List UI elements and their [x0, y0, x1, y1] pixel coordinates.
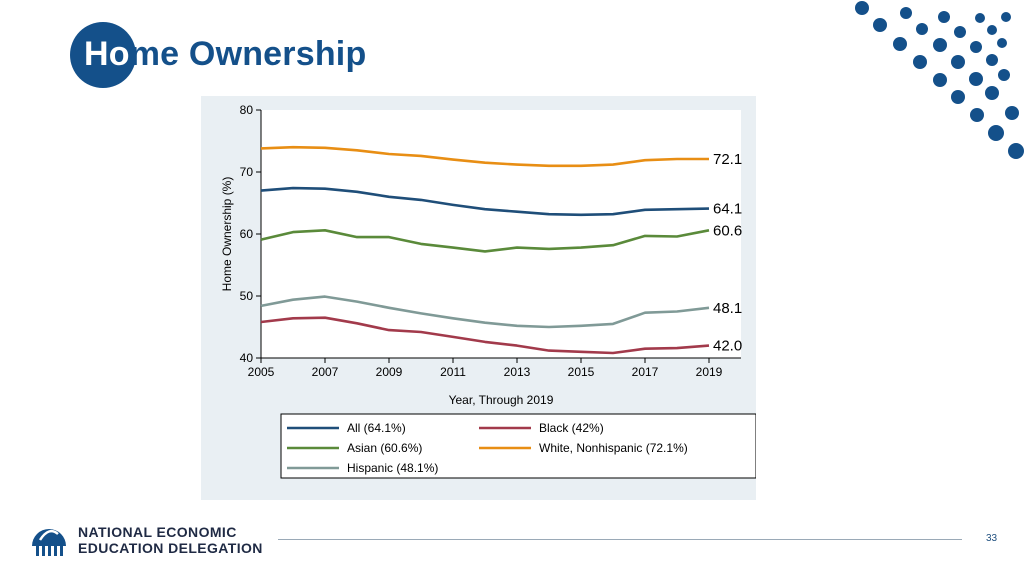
- y-tick-label: 50: [240, 289, 254, 303]
- legend: All (64.1%) Black (42%) Asian (60.6%) White…: [280, 413, 756, 479]
- decorative-dot: [893, 37, 907, 51]
- footer-divider: [278, 539, 962, 540]
- decorative-dot: [900, 7, 912, 19]
- title-circle-accent: [70, 22, 136, 88]
- chart-panel: 40 50 60 70 80 2005 2007 2009 2011 2013 2015 2017 20…: [201, 96, 756, 500]
- x-tick-label: 2011: [440, 365, 466, 379]
- x-tick-label: 2017: [632, 365, 659, 379]
- decorative-dot: [913, 55, 927, 69]
- decorative-dot: [951, 90, 965, 104]
- decorative-dot: [970, 108, 984, 122]
- page-title-rest: me Ownership: [129, 35, 367, 73]
- legend-box: [280, 413, 756, 479]
- x-tick-label: 2013: [504, 365, 531, 379]
- decorative-dot: [987, 25, 997, 35]
- y-tick-label: 70: [240, 165, 254, 179]
- x-tick-label: 2009: [376, 365, 403, 379]
- series-line: [260, 316, 710, 355]
- decorative-dot: [975, 13, 985, 23]
- logo-line-2: EDUCATION DELEGATION: [78, 540, 263, 556]
- x-tick-label: 2007: [312, 365, 339, 379]
- series-line: [260, 186, 710, 217]
- x-axis-label: Year, Through 2019: [449, 393, 554, 407]
- decorative-dot: [1008, 143, 1024, 159]
- logo-text: NATIONAL ECONOMIC EDUCATION DELEGATION: [78, 524, 263, 556]
- x-tick-label: 2005: [248, 365, 275, 379]
- logo-mark-icon: [32, 529, 66, 556]
- y-tick-label: 60: [240, 227, 254, 241]
- y-tick-label: 40: [240, 351, 254, 365]
- line-chart: 40 50 60 70 80 2005 2007 2009 2011 2013 2015 2017 20…: [220, 103, 756, 479]
- decorative-dot: [970, 41, 982, 53]
- page-title-highlight: Ho: [84, 35, 130, 73]
- legend-label: Black (42%): [539, 421, 604, 435]
- series-end-label: 72.1: [713, 151, 742, 168]
- decorative-dot: [985, 86, 999, 100]
- legend-label: Hispanic (48.1%): [347, 461, 438, 475]
- decorative-dot: [954, 26, 966, 38]
- series-end-label: 42.0: [713, 338, 742, 355]
- decorative-dot: [933, 38, 947, 52]
- decorative-dot: [938, 11, 950, 23]
- legend-label: White, Nonhispanic (72.1%): [539, 441, 688, 455]
- decorative-dot: [988, 125, 1004, 141]
- x-tick-label: 2019: [696, 365, 723, 379]
- series-end-label: 60.6: [713, 222, 742, 239]
- y-axis-label: Home Ownership (%): [220, 177, 234, 292]
- legend-label: Asian (60.6%): [347, 441, 422, 455]
- need-logo: NATIONAL ECONOMIC EDUCATION DELEGATION: [28, 518, 278, 560]
- logo-line-1: NATIONAL ECONOMIC: [78, 524, 237, 540]
- decorative-dot-pattern: [855, 1, 1024, 159]
- decorative-dot: [997, 38, 1007, 48]
- series-line: [260, 145, 709, 168]
- decorative-dot: [855, 1, 869, 15]
- decorative-dot: [873, 18, 887, 32]
- page-number: 33: [986, 533, 998, 544]
- decorative-dot: [969, 72, 983, 86]
- legend-label: All (64.1%): [347, 421, 406, 435]
- decorative-dot: [933, 73, 947, 87]
- series-end-label: 48.1: [713, 300, 742, 317]
- y-tick-label: 80: [240, 103, 254, 117]
- decorative-dot: [986, 54, 998, 66]
- decorative-dot: [916, 23, 928, 35]
- decorative-dot: [1001, 12, 1011, 22]
- series-line: [260, 295, 710, 329]
- decorative-dot: [951, 55, 965, 69]
- x-tick-label: 2015: [568, 365, 595, 379]
- decorative-dot: [998, 69, 1010, 81]
- decorative-dot: [1005, 106, 1019, 120]
- page-title: Home Ownership: [84, 35, 366, 74]
- series-end-label: 64.1: [713, 201, 742, 218]
- series-line: [260, 229, 710, 253]
